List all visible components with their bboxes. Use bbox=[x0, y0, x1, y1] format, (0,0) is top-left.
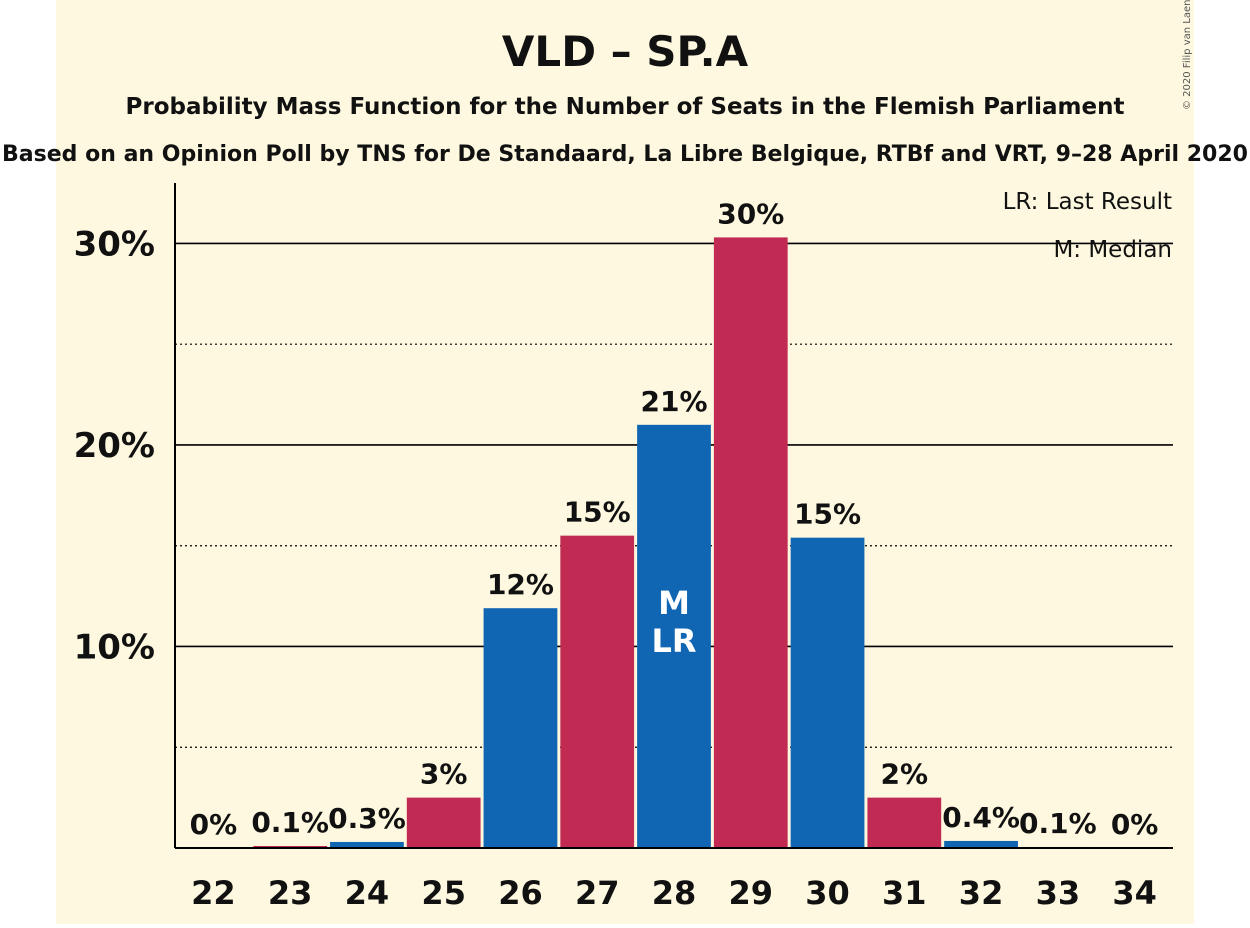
bar-label-background bbox=[1113, 806, 1156, 840]
x-tick-label: 22 bbox=[191, 874, 236, 912]
bar-value-label: 12% bbox=[487, 568, 554, 601]
bar bbox=[406, 797, 481, 848]
bar-annotations: MLR bbox=[651, 584, 696, 660]
x-tick-label: 23 bbox=[268, 874, 313, 912]
copyright-note: © 2020 Filip van Laenen bbox=[1182, 0, 1193, 110]
bar-value-label: 0.4% bbox=[942, 801, 1020, 834]
x-tick-label: 28 bbox=[652, 874, 697, 912]
y-tick-labels: 10% 20% 30% bbox=[74, 224, 155, 667]
bar-value-label: 21% bbox=[640, 385, 707, 418]
bar-value-label: 0% bbox=[190, 808, 238, 841]
y-tick-label: 30% bbox=[74, 224, 155, 264]
bar-label-background bbox=[1019, 804, 1096, 839]
bar bbox=[330, 841, 404, 848]
x-tick-label: 30 bbox=[805, 874, 850, 912]
x-tick-label: 29 bbox=[729, 874, 774, 912]
bar-label-background bbox=[490, 566, 550, 601]
bar-value-label: 0.3% bbox=[328, 802, 406, 835]
x-tick-label: 25 bbox=[421, 874, 466, 912]
bar-value-label: 3% bbox=[420, 758, 468, 791]
legend-median: M: Median bbox=[1053, 237, 1172, 263]
bar-value-label: 0.1% bbox=[1019, 807, 1097, 840]
bar-value-label: 30% bbox=[717, 197, 784, 230]
x-tick-label: 32 bbox=[959, 874, 1004, 912]
bar bbox=[867, 797, 942, 848]
bar bbox=[483, 608, 558, 848]
bar-label-background bbox=[883, 755, 926, 790]
bar bbox=[560, 535, 635, 848]
x-tick-label: 33 bbox=[1036, 874, 1081, 912]
bar-value-label: 0% bbox=[1111, 808, 1159, 841]
bar-label-background bbox=[252, 803, 329, 838]
x-tick-label: 34 bbox=[1112, 874, 1157, 912]
bar bbox=[713, 237, 788, 849]
bar-label-background bbox=[567, 493, 627, 528]
bar-annotation: M bbox=[658, 584, 690, 622]
bars bbox=[253, 237, 1095, 849]
bar-label-background bbox=[644, 382, 704, 417]
bar bbox=[944, 840, 1018, 848]
bar bbox=[637, 424, 711, 848]
x-tick-labels: 22 23 24 25 26 27 28 29 30 31 32 33 34 bbox=[191, 874, 1157, 912]
bar-label-background bbox=[192, 806, 235, 840]
x-tick-label: 24 bbox=[345, 874, 390, 912]
bar-annotation: LR bbox=[651, 622, 696, 660]
bar-value-label: 15% bbox=[564, 496, 631, 529]
bar-labels: 0% 0.1% 0.3%3%12%15%21%30%15%2%0.4% 0.1% 0% bbox=[190, 195, 1159, 841]
bar-label-background bbox=[721, 195, 781, 230]
bar-value-label: 0.1% bbox=[251, 806, 329, 839]
chart-subtitle: Probability Mass Function for the Number… bbox=[126, 94, 1125, 120]
bar-label-background bbox=[798, 495, 858, 530]
x-tick-label: 27 bbox=[575, 874, 620, 912]
bar-label-background bbox=[943, 798, 1020, 833]
x-tick-label: 26 bbox=[498, 874, 543, 912]
chart-subtitle-source: Based on an Opinion Poll by TNS for De S… bbox=[2, 142, 1248, 167]
y-tick-label: 10% bbox=[74, 627, 155, 667]
y-tick-label: 20% bbox=[74, 426, 155, 466]
legend-last-result: LR: Last Result bbox=[1003, 189, 1172, 215]
bar-value-label: 15% bbox=[794, 498, 861, 531]
bar-value-label: 2% bbox=[881, 758, 929, 791]
chart-title: VLD – SP.A bbox=[502, 27, 749, 76]
bar bbox=[790, 537, 865, 848]
bar bbox=[253, 845, 328, 848]
bar-label-background bbox=[422, 755, 465, 790]
bar-label-background bbox=[328, 799, 405, 834]
x-tick-label: 31 bbox=[882, 874, 927, 912]
